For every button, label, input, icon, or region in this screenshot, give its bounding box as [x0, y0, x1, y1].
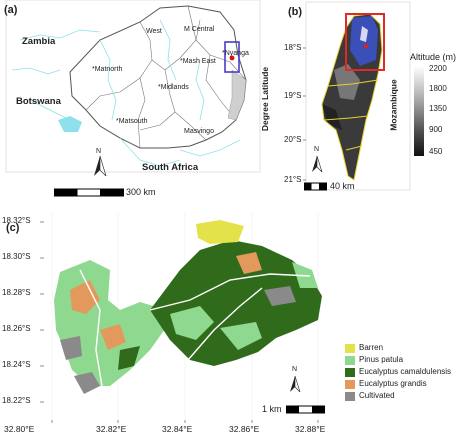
province-midlands: *Midlands — [158, 84, 189, 91]
scale-label-b: 40 km — [330, 181, 355, 191]
panel-a-label: (a) — [4, 4, 18, 16]
legend-label-cultivated: Cultivated — [359, 391, 395, 400]
barren-block-north — [196, 220, 244, 244]
lon-tick-c-3: 32.86°E — [229, 424, 260, 434]
province-masvingo: Masvingo — [184, 128, 214, 135]
west-grandis-2 — [100, 324, 126, 350]
axis-ticks-c — [40, 221, 319, 423]
province-matnorth: *Matnorth — [92, 66, 123, 73]
lon-tick-c-0: 32.80°E — [4, 424, 35, 434]
lon-tick-c-2: 32.84°E — [162, 424, 193, 434]
north-label-b: N — [314, 146, 320, 153]
legend-tick-900: 900 — [429, 125, 443, 134]
legend-item-grandis: Eucalyptus grandis — [345, 379, 473, 391]
legend-swatch-pinus — [345, 356, 355, 365]
study-area-box-b — [345, 13, 385, 71]
province-matsouth: *Matsouth — [116, 118, 148, 125]
province-west: West — [146, 28, 162, 35]
lat-tick-c-3: 18.26°S — [2, 324, 31, 333]
north-arrow-c-icon — [290, 375, 301, 393]
altitude-map-svg — [303, 1, 424, 191]
legend-label-camaldulensis: Eucalyptus camaldulensis — [359, 367, 452, 376]
dem-mid — [334, 64, 360, 100]
legend-item-barren: Barren — [345, 343, 473, 355]
west-grandis-1 — [70, 280, 100, 314]
lat-ticks-b — [303, 47, 306, 181]
legend-tick-1350: 1350 — [429, 104, 447, 113]
legend-swatch-cultivated — [345, 392, 355, 401]
legend-swatch-barren — [345, 344, 355, 353]
lat-tick-20: 20°S — [284, 135, 302, 144]
panel-b-altitude-map: (b) Degree Latitude 18°S 19°S 20°S 21°S … — [260, 0, 474, 210]
north-arrow-icon — [94, 155, 107, 177]
lat-tick-19: 19°S — [284, 91, 302, 100]
rivers — [11, 19, 241, 167]
east-cultivated — [264, 286, 296, 306]
legend-label-grandis: Eucalyptus grandis — [359, 379, 427, 388]
lat-tick-c-1: 18.30°S — [2, 252, 31, 261]
legend-item-cultivated: Cultivated — [345, 391, 473, 403]
east-grandis — [236, 252, 262, 274]
legend-label-barren: Barren — [359, 343, 384, 352]
legend-tick-450: 450 — [429, 147, 443, 156]
dem-low — [322, 104, 342, 130]
lat-tick-c-5: 18.22°S — [2, 396, 31, 405]
province-borders — [85, 5, 247, 149]
dem-study-light — [360, 26, 368, 42]
panel-a-zimbabwe-map: (a) Zambia Botswana South Africa West M … — [0, 0, 262, 210]
legend-tick-2200: 2200 — [429, 64, 447, 73]
west-cultivated-2 — [74, 372, 100, 394]
zimbabwe-map-svg — [5, 0, 261, 173]
scale-bar-b — [304, 182, 327, 191]
site-nyanga: *Nyanga — [222, 50, 249, 57]
lat-tick-c-4: 18.24°S — [2, 360, 31, 369]
pan-lake — [58, 116, 82, 132]
legend-item-camaldulensis: Eucalyptus camaldulensis — [345, 367, 473, 379]
scale-label-c: 1 km — [262, 404, 282, 414]
legend-swatch-grandis — [345, 380, 355, 389]
lat-tick-c-2: 18.28°S — [2, 288, 31, 297]
north-label-c: N — [292, 366, 298, 373]
legend-title-altitude: Altitude (m) — [410, 52, 457, 62]
country-botswana: Botswana — [16, 96, 61, 107]
country-mozambique: Mozambique — [388, 79, 399, 131]
panel-c-landcover-map: (c) 18.32°S 18.30°S 18.28°S 18.26°S 18.2… — [0, 210, 474, 438]
north-label-a: N — [96, 148, 102, 155]
province-m-central: M Central — [184, 26, 215, 33]
landcover-map-svg — [40, 212, 344, 423]
study-area-box — [224, 41, 240, 73]
west-cultivated — [60, 336, 82, 360]
y-axis-title-b: Degree Latitude — [260, 66, 271, 132]
roads — [79, 269, 311, 387]
country-south-africa: South Africa — [142, 162, 199, 173]
north-arrow-b-icon — [312, 155, 323, 173]
scale-bar-a — [54, 188, 124, 197]
district-boundaries — [321, 13, 383, 181]
lat-tick-21: 21°S — [284, 175, 302, 184]
eastern-highlands — [227, 69, 247, 121]
lon-tick-c-1: 32.82°E — [96, 424, 127, 434]
legend-tick-1800: 1800 — [429, 84, 447, 93]
panel-c-label: (c) — [6, 222, 20, 234]
east-pinus-2 — [220, 322, 262, 350]
west-camaldulensis — [118, 346, 140, 370]
altitude-colorbar — [414, 66, 424, 156]
scale-label-a: 300 km — [126, 187, 156, 197]
scale-bar-c — [286, 405, 325, 414]
panel-b-label: (b) — [288, 6, 303, 18]
province-mash-east: *Mash East — [180, 58, 216, 65]
legend-label-pinus: Pinus patula — [359, 355, 404, 364]
country-zambia: Zambia — [22, 36, 56, 47]
lon-tick-c-4: 32.88°E — [295, 424, 326, 434]
study-site-marker-b — [363, 43, 369, 49]
study-site-marker — [229, 55, 235, 61]
lat-tick-c-0: 18.32°S — [2, 216, 31, 225]
legend-item-pinus: Pinus patula — [345, 355, 473, 367]
landcover-legend: Barren Pinus patula Eucalyptus camaldule… — [345, 343, 473, 403]
lat-tick-18: 18°S — [284, 43, 302, 52]
east-pinus-3 — [292, 262, 318, 288]
east-pinus-1 — [170, 306, 214, 340]
legend-swatch-camaldulensis — [345, 368, 355, 377]
